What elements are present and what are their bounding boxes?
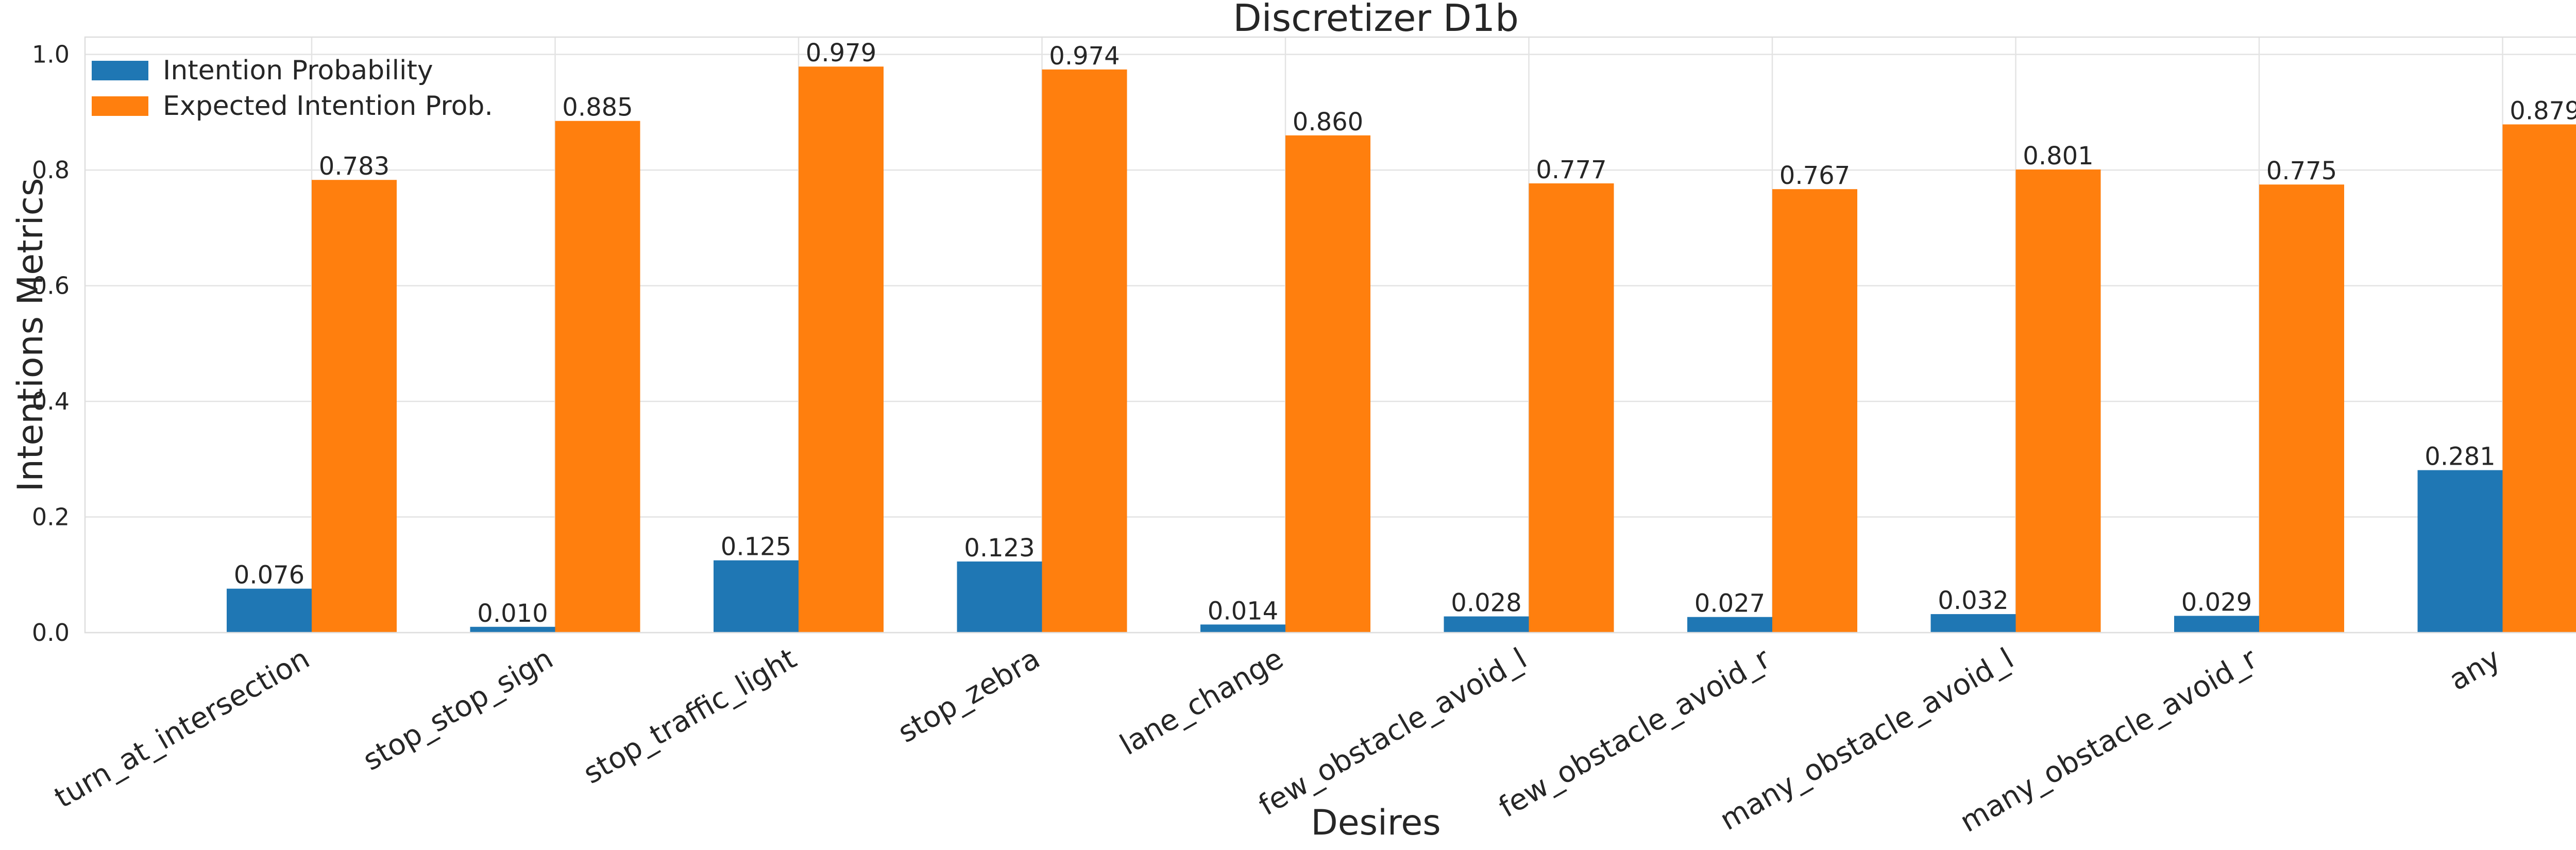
x-tick-label: stop_stop_sign <box>358 642 559 777</box>
bar-value-label: 0.029 <box>2181 588 2252 617</box>
bar-value-label: 0.979 <box>806 39 876 67</box>
bar-value-label: 0.028 <box>1451 589 1521 618</box>
bar-value-label: 0.281 <box>2425 443 2495 471</box>
legend-label-expected-intention-prob: Expected Intention Prob. <box>163 91 493 122</box>
bar <box>714 560 799 633</box>
bar <box>1200 624 1285 633</box>
bar-value-label: 0.974 <box>1049 42 1120 71</box>
bar <box>2259 184 2344 633</box>
bar-value-label: 0.885 <box>562 93 633 122</box>
bar-value-label: 0.767 <box>1780 161 1850 190</box>
bar-value-label: 0.027 <box>1694 589 1765 618</box>
x-tick-label: lane_change <box>1114 642 1289 762</box>
bar-value-label: 0.879 <box>2510 96 2576 125</box>
bar-value-label: 0.775 <box>2266 157 2337 185</box>
x-tick-label: turn_at_intersection <box>49 642 315 815</box>
bar <box>2418 470 2503 633</box>
x-tick-label: stop_zebra <box>892 642 1045 750</box>
bar <box>799 66 884 633</box>
legend: Intention Probability Expected Intention… <box>92 55 493 122</box>
bar-value-label: 0.010 <box>477 599 548 628</box>
y-tick-label: 0.0 <box>32 619 70 647</box>
bar <box>2174 616 2259 633</box>
bar-value-label: 0.076 <box>234 561 304 590</box>
y-axis-label: Intentions Metrics <box>10 178 51 492</box>
bar <box>1285 135 1370 633</box>
bar <box>957 562 1042 633</box>
x-tick-label: stop_traffic_light <box>578 642 802 791</box>
bar-value-label: 0.801 <box>2023 142 2093 171</box>
y-tick-label: 0.2 <box>32 503 70 531</box>
bar <box>227 589 312 633</box>
bar <box>1444 617 1529 633</box>
y-tick-label: 1.0 <box>32 41 70 69</box>
bar <box>2016 169 2101 633</box>
bar-value-label: 0.014 <box>1208 597 1278 625</box>
bar <box>1772 189 1857 633</box>
bar <box>555 121 640 633</box>
bar <box>2503 124 2576 633</box>
bars-layer <box>227 66 2576 633</box>
bar-value-label: 0.123 <box>964 534 1035 563</box>
legend-label-intention-probability: Intention Probability <box>163 55 433 86</box>
bar-value-label: 0.860 <box>1293 108 1363 137</box>
legend-swatch-intention-probability <box>92 61 148 80</box>
bar <box>1687 617 1772 633</box>
legend-swatch-expected-intention-prob <box>92 96 148 116</box>
x-tick-label: any <box>2444 642 2506 698</box>
bar <box>1529 183 1614 633</box>
bar <box>312 180 397 633</box>
bar-value-label: 0.783 <box>319 152 389 181</box>
bar-value-label: 0.032 <box>1938 586 2008 615</box>
bar-value-label: 0.125 <box>721 533 791 562</box>
x-tick-label: few_obstacle_avoid_l <box>1253 642 1532 823</box>
bar-value-label: 0.777 <box>1536 156 1606 184</box>
x-axis-label: Desires <box>1311 803 1440 843</box>
bar <box>1931 614 2016 633</box>
bar <box>1042 70 1127 633</box>
chart-title: Discretizer D1b <box>1233 0 1519 40</box>
